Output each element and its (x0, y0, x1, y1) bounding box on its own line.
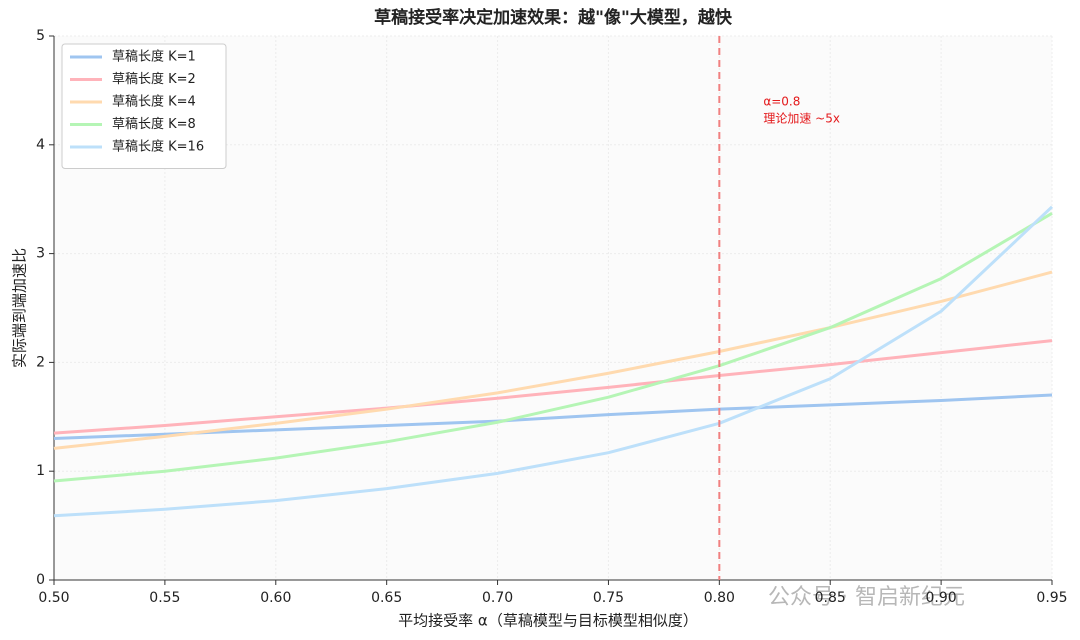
annotation: 理论加速 ~5x (763, 112, 840, 126)
x-tick-label: 0.50 (38, 590, 69, 606)
x-axis-label: 平均接受率 α（草稿模型与目标模型相似度） (398, 612, 698, 630)
series-line (53, 393, 1053, 441)
x-tick-label: 0.95 (1036, 590, 1067, 606)
y-tick-label: 5 (36, 28, 45, 44)
legend-label: 草稿长度 K=16 (112, 139, 204, 155)
watermark: 公众号 · 智启新纪元 (768, 585, 965, 610)
y-tick-label: 3 (36, 246, 45, 262)
x-tick-label: 0.90 (926, 590, 957, 606)
y-tick-label: 1 (36, 463, 45, 479)
series-line (53, 212, 1053, 483)
x-tick-label: 0.55 (149, 590, 180, 606)
y-tick-label: 0 (36, 572, 45, 588)
annotation: α=0.8 (763, 95, 800, 109)
legend-label: 草稿长度 K=8 (112, 116, 196, 132)
x-tick-label: 0.80 (704, 590, 735, 606)
y-tick-label: 2 (36, 354, 45, 370)
x-tick-label: 0.60 (260, 590, 291, 606)
x-tick-label: 0.65 (371, 590, 402, 606)
y-axis-label: 实际端到端加速比 (11, 248, 29, 368)
legend-label: 草稿长度 K=4 (112, 94, 196, 110)
legend-label: 草稿长度 K=2 (112, 71, 196, 87)
y-tick-label: 4 (36, 137, 45, 153)
series-line (53, 339, 1053, 435)
x-tick-label: 0.75 (593, 590, 624, 606)
x-tick-label: 0.70 (482, 590, 513, 606)
legend-label: 草稿长度 K=1 (112, 49, 196, 65)
series-line (53, 270, 1053, 450)
series-line (53, 205, 1054, 518)
x-tick-label: 0.85 (815, 590, 846, 606)
chart-title: 草稿接受率决定加速效果：越"像"大模型，越快 (374, 7, 733, 28)
legend-box (61, 43, 227, 169)
